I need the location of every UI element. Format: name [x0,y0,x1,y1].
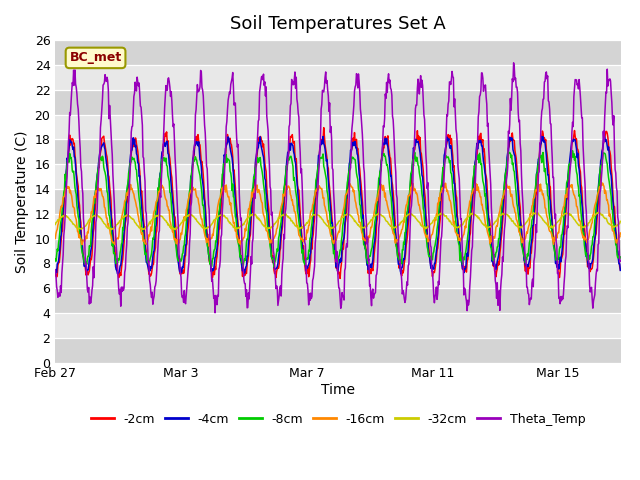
Bar [55,214,621,239]
Text: BC_met: BC_met [69,51,122,64]
Y-axis label: Soil Temperature (C): Soil Temperature (C) [15,130,29,273]
Bar [55,189,621,214]
Bar [55,15,621,40]
Bar [55,65,621,90]
Bar [55,139,621,164]
Bar [55,288,621,313]
Title: Soil Temperatures Set A: Soil Temperatures Set A [230,15,446,33]
Bar [55,338,621,362]
Bar [55,239,621,264]
Bar [55,90,621,115]
Bar [55,313,621,338]
Legend: -2cm, -4cm, -8cm, -16cm, -32cm, Theta_Temp: -2cm, -4cm, -8cm, -16cm, -32cm, Theta_Te… [86,408,590,431]
Bar [55,40,621,65]
Bar [55,164,621,189]
X-axis label: Time: Time [321,383,355,397]
Bar [55,264,621,288]
Bar [55,115,621,139]
